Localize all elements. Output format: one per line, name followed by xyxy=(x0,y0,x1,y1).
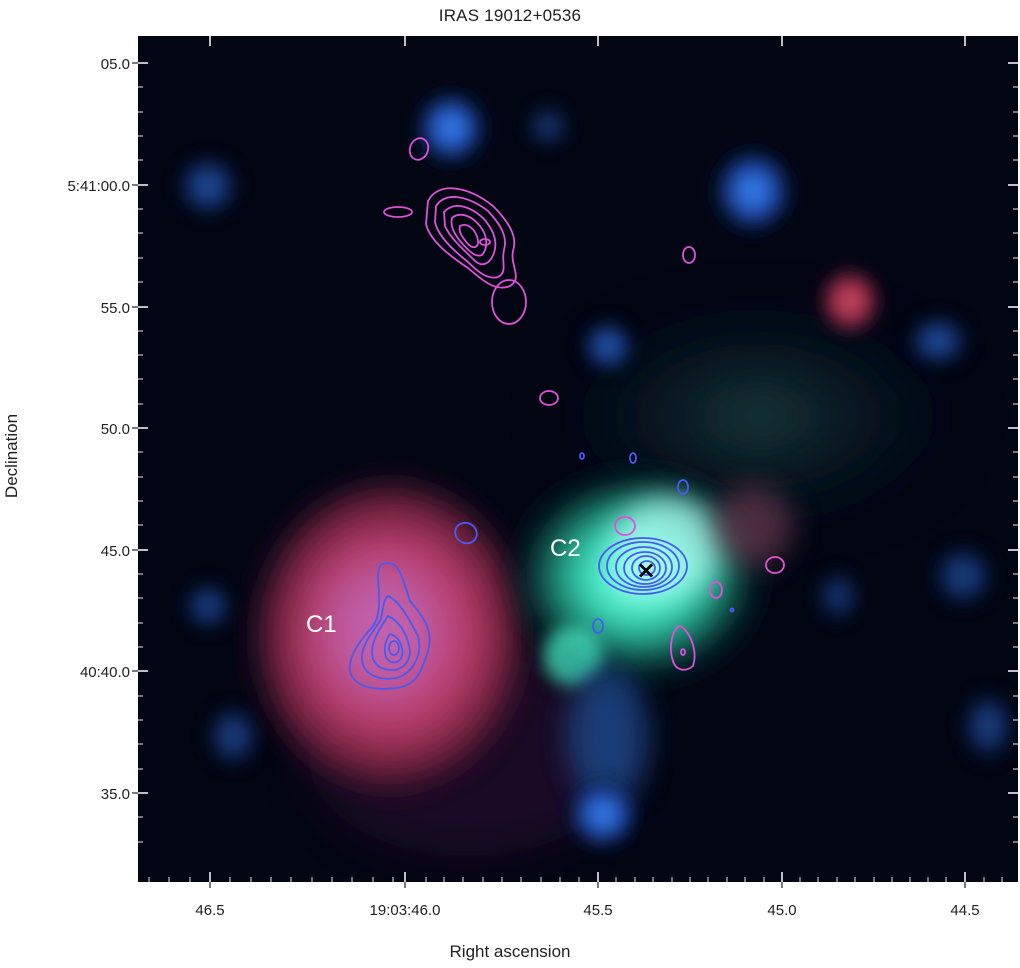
source-label-c2: C2 xyxy=(550,535,581,562)
x-axis-label: Right ascension xyxy=(449,942,571,961)
y-tick-label: 55.0 xyxy=(100,300,130,317)
x-tick-label: 45.0 xyxy=(767,902,797,919)
y-tick-label: 40:40.0 xyxy=(79,664,130,681)
blue-contours xyxy=(348,452,735,690)
y-tick-label: 05.0 xyxy=(100,56,130,73)
y-tick-label: 35.0 xyxy=(100,786,130,803)
astronomical-image: C1 C2 × xyxy=(138,36,1018,882)
source-label-c1: C1 xyxy=(306,611,337,638)
image-title: IRAS 19012+0536 xyxy=(438,6,582,25)
x-tick-label: 46.5 xyxy=(195,902,225,919)
magenta-contours xyxy=(383,137,785,671)
position-marker: × xyxy=(636,556,656,584)
y-tick-label: 5:41:00.0 xyxy=(67,178,130,195)
x-tick-label: 19:03:46.0 xyxy=(369,902,441,919)
y-tick-label: 45.0 xyxy=(100,543,130,560)
x-tick-label: 45.5 xyxy=(583,902,613,919)
frame-ticks xyxy=(138,36,1018,882)
y-tick-label: 50.0 xyxy=(100,421,130,438)
x-tick-label: 44.5 xyxy=(950,902,980,919)
